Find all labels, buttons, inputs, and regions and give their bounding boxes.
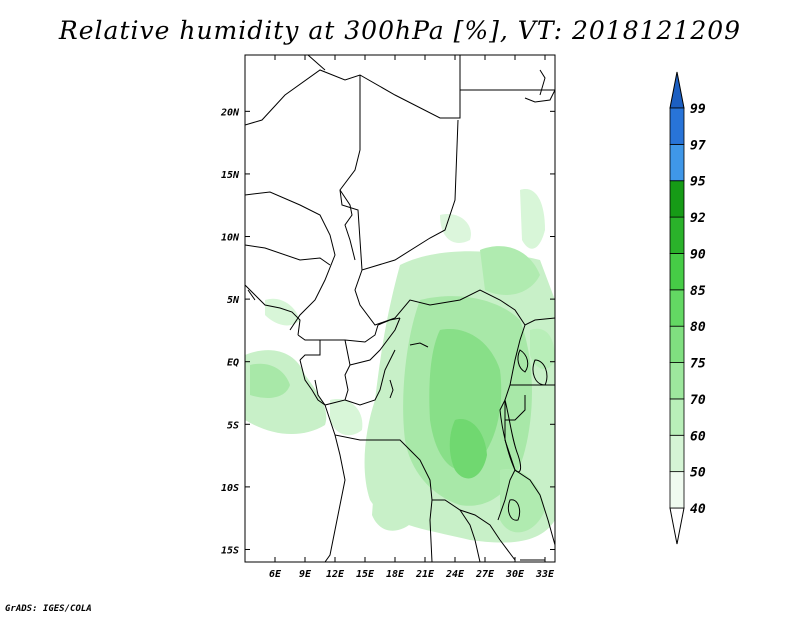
colorbar-swatch [669, 325, 685, 363]
lon-tick-label: 9E [299, 569, 312, 580]
colorbar-label: 85 [690, 284, 706, 299]
colorbar-swatch [669, 107, 685, 145]
lon-tick-label: 6E [269, 569, 282, 580]
colorbar-swatch [669, 289, 685, 327]
lon-tick-label: 24E [445, 569, 465, 580]
colorbar-swatch [669, 434, 685, 473]
country-borders [245, 55, 555, 562]
lat-tick-label: 5S [227, 420, 239, 431]
colorbar-swatch [669, 253, 685, 291]
lon-tick-label: 33E [535, 569, 555, 580]
lat-tick-label: 15N [221, 170, 240, 181]
colorbar-swatch [669, 471, 685, 509]
colorbar-top-label: 99 [690, 102, 706, 117]
colorbar-label: 70 [690, 393, 706, 408]
lat-tick-label: 20N [220, 107, 240, 118]
lon-tick-label: 21E [415, 569, 435, 580]
colorbar-label: 40 [690, 502, 706, 517]
lat-tick-label: 15S [221, 545, 239, 556]
colorbar-label: 90 [690, 247, 706, 262]
lakes [389, 342, 548, 521]
colorbar-swatch [669, 362, 685, 400]
colorbar-over-arrow [669, 71, 685, 109]
lon-tick-label: 27E [475, 569, 495, 580]
grads-credit: GrADS: IGES/COLA [5, 604, 92, 614]
lon-tick-label: 30E [505, 569, 525, 580]
colorbar-swatch [669, 143, 685, 182]
map-frame [244, 54, 556, 563]
colorbar-swatch [669, 398, 685, 436]
lat-tick-label: EQ [227, 358, 239, 369]
lat-tick-label: 10N [221, 233, 240, 244]
lat-tick-label: 5N [227, 295, 240, 306]
longitude-axis: 6E 9E 12E 15E 18E 21E 24E 27E 30E 33E [269, 55, 555, 580]
lon-tick-label: 15E [356, 569, 375, 580]
colorbar-label: 50 [690, 466, 706, 481]
map-title: Relative humidity at 300hPa [%], VT: 201… [58, 16, 742, 45]
lat-tick-label: 10S [221, 483, 239, 494]
colorbar-swatch [669, 180, 685, 218]
humidity-shading [245, 189, 555, 543]
colorbar-label: 92 [690, 211, 706, 226]
colorbar-label: 75 [690, 357, 706, 372]
colorbar-under-arrow [669, 507, 685, 545]
colorbar-label: 97 [690, 138, 706, 153]
colorbar-label: 95 [690, 175, 706, 190]
lon-tick-label: 18E [386, 569, 405, 580]
colorbar-label: 80 [690, 320, 706, 335]
colorbar-swatch [669, 216, 685, 254]
colorbar-label: 60 [690, 429, 706, 444]
lon-tick-label: 12E [326, 569, 345, 580]
latitude-axis: 20N 15N 10N 5N EQ 5S 10S 15S [220, 107, 555, 556]
colorbar: 40 50 60 70 75 80 85 90 92 95 97 99 [669, 71, 706, 545]
